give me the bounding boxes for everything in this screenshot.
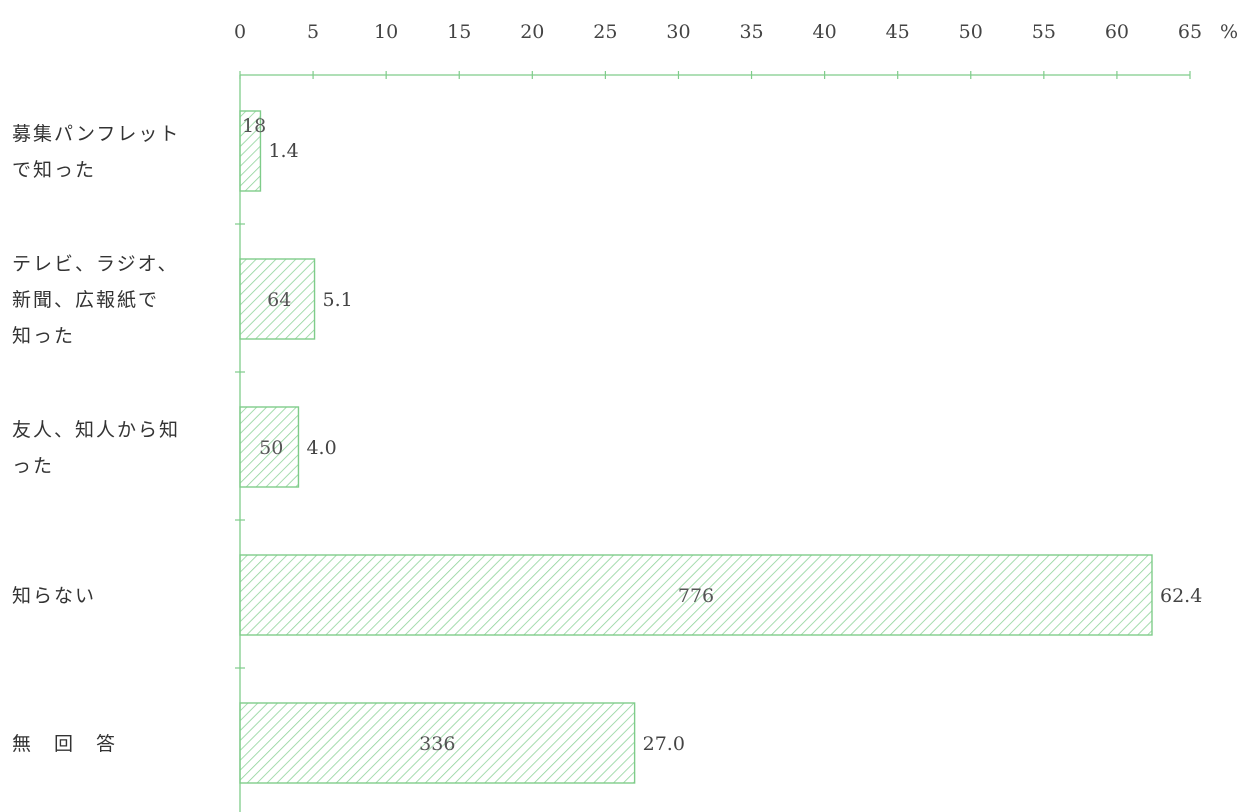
category-label-line: 友人、知人から知 [12, 419, 180, 441]
category-label-line: 知った [12, 325, 75, 347]
category-label-line: 募集パンフレット [12, 123, 180, 145]
x-tick-label: 20 [520, 21, 544, 43]
axis-layer [235, 71, 1191, 812]
labels-layer: 0 5 10 15 20 25 30 35 40 45 50 55 60 65 181.4 募集パンフレットで… [12, 21, 1202, 755]
x-tick-label: 35 [739, 21, 763, 43]
x-tick-label: 55 [1032, 21, 1056, 43]
x-tick-label: 30 [666, 21, 690, 43]
category-label-line: テレビ、ラジオ、 [12, 253, 178, 275]
count-label: 18 [242, 115, 266, 137]
x-tick-label: 0 [234, 21, 246, 43]
value-label: 27.0 [643, 733, 685, 755]
x-tick-label: 60 [1105, 21, 1129, 43]
count-label: 64 [267, 289, 291, 311]
x-tick-label: 40 [813, 21, 837, 43]
count-label: 776 [678, 585, 714, 607]
value-label: 1.4 [268, 140, 298, 162]
bar [239, 110, 262, 192]
x-axis-unit-label: % [1220, 21, 1238, 43]
bar [239, 258, 316, 340]
value-label: 4.0 [306, 437, 336, 459]
category-label-line: 新聞、広報紙で [12, 289, 159, 311]
category-label-line: で知った [12, 159, 96, 181]
x-tick-label: 65 [1178, 21, 1202, 43]
x-tick-label: 5 [307, 21, 319, 43]
count-label: 50 [259, 437, 283, 459]
bar [239, 554, 1153, 636]
count-label: 336 [419, 733, 455, 755]
value-label: 62.4 [1160, 585, 1202, 607]
x-tick-label: 45 [886, 21, 910, 43]
category-label: 無 回 答 [12, 733, 117, 755]
x-tick-label: 10 [374, 21, 398, 43]
bars-layer [239, 110, 1153, 784]
value-label: 5.1 [323, 289, 353, 311]
category-label-line: 無 回 答 [12, 733, 117, 755]
bar [239, 702, 636, 784]
x-tick-label: 50 [959, 21, 983, 43]
category-label: 知らない [12, 585, 96, 607]
x-tick-label: 25 [593, 21, 617, 43]
category-label-line: った [12, 455, 54, 477]
bar [239, 406, 300, 488]
category-label-line: 知らない [12, 585, 96, 607]
x-tick-label: 15 [447, 21, 471, 43]
